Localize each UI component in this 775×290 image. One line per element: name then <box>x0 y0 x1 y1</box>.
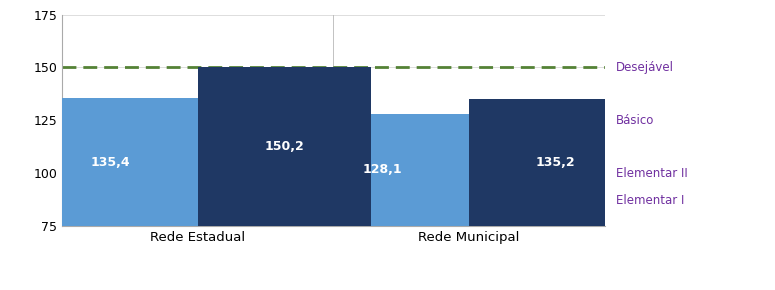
Text: Elementar I: Elementar I <box>615 194 684 207</box>
Bar <box>469 99 642 226</box>
Bar <box>295 114 469 226</box>
Legend: 2008, 2009: 2008, 2009 <box>267 285 400 290</box>
Text: 135,2: 135,2 <box>536 156 576 169</box>
Bar <box>24 98 198 226</box>
Text: Desejável: Desejável <box>615 61 673 74</box>
Text: Básico: Básico <box>615 114 654 127</box>
Text: 150,2: 150,2 <box>264 140 305 153</box>
Text: 135,4: 135,4 <box>91 156 131 169</box>
Text: 128,1: 128,1 <box>362 164 402 177</box>
Bar <box>198 67 371 226</box>
Text: Elementar II: Elementar II <box>615 167 687 180</box>
